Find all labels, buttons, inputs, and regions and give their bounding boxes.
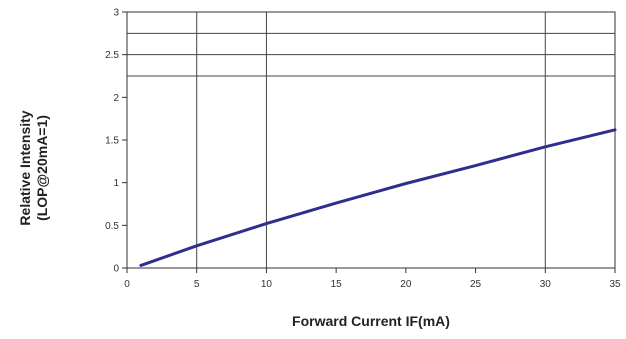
y-tick-label: 2 xyxy=(113,93,119,104)
x-tick-label: 5 xyxy=(194,279,200,290)
y-axis-title: Relative Intensity (LOP@20mA=1) xyxy=(17,110,50,225)
plot-frame xyxy=(126,11,616,269)
x-tick-label: 0 xyxy=(124,279,130,290)
x-tick-label: 10 xyxy=(261,279,273,290)
y-axis-title-line-2: (LOP@20mA=1) xyxy=(34,115,50,221)
x-tick-label: 20 xyxy=(400,279,412,290)
x-tick-label: 30 xyxy=(540,279,552,290)
x-tick-label: 15 xyxy=(331,279,343,290)
series-layer xyxy=(139,128,617,267)
grid xyxy=(127,11,615,268)
y-tick-label: 0 xyxy=(113,264,119,275)
y-tick-label: 3 xyxy=(113,8,119,19)
x-tick-label: 25 xyxy=(470,279,482,290)
x-axis-ticks: 0 5 10 15 20 25 30 35 xyxy=(124,268,621,290)
x-axis-title: Forward Current IF(mA) xyxy=(292,313,450,329)
y-axis-title-line-1: Relative Intensity xyxy=(17,110,33,225)
y-tick-label: 2.5 xyxy=(105,50,119,61)
y-axis-ticks: 0 0.5 1 1.5 2 2.5 3 xyxy=(105,8,127,275)
x-tick-label: 35 xyxy=(609,279,621,290)
series-line xyxy=(139,128,617,267)
y-tick-label: 0.5 xyxy=(105,221,119,232)
y-tick-label: 1.5 xyxy=(105,136,119,147)
y-tick-label: 1 xyxy=(113,178,119,189)
